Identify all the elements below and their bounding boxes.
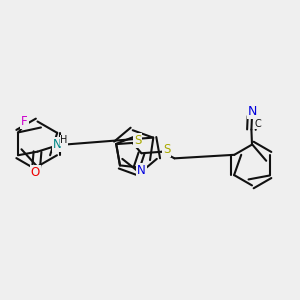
Text: F: F: [21, 115, 28, 128]
Text: N: N: [137, 164, 146, 177]
Text: S: S: [163, 143, 170, 156]
Text: C: C: [254, 118, 261, 129]
Text: N: N: [53, 138, 62, 151]
Text: N: N: [248, 105, 257, 119]
Text: H: H: [60, 135, 68, 145]
Text: O: O: [31, 166, 40, 179]
Text: S: S: [134, 134, 142, 147]
